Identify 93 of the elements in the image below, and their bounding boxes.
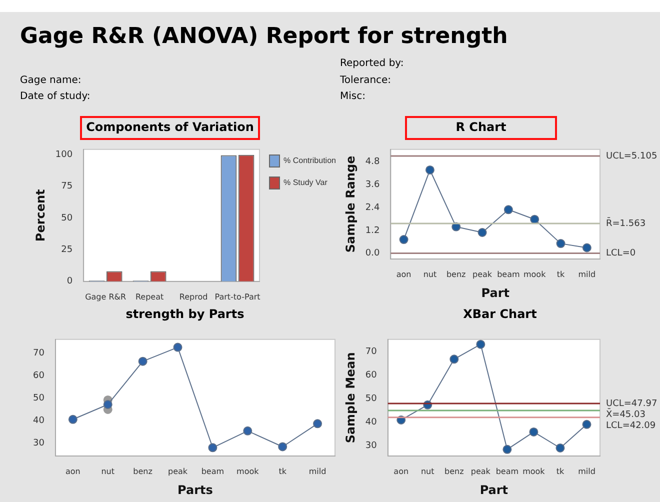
text: Gage R&R (ANOVA) Report for strength: [20, 24, 508, 49]
ref-line-label: LCL=42.09: [606, 420, 656, 431]
text: Date of study:: [20, 91, 90, 102]
point: [478, 228, 487, 238]
y-tick-label: 100: [55, 150, 73, 160]
y-tick-label: 4.8: [365, 157, 380, 168]
x-axis-title: Parts: [178, 482, 213, 497]
x-tick-label: nut: [423, 270, 437, 279]
x-tick-label: Gage R&R: [85, 292, 127, 302]
y-tick-label: 75: [61, 182, 73, 192]
y-tick-label: 0: [66, 276, 73, 287]
x-tick-label: peak: [472, 270, 492, 279]
y-axis-title: Percent: [33, 188, 48, 242]
x-tick-label: aon: [396, 270, 412, 279]
x-axis-title: Part: [480, 482, 508, 497]
y-tick-label: 40: [365, 418, 378, 428]
y-tick-label: 30: [33, 438, 45, 449]
x-tick-label: tk: [556, 270, 566, 279]
x-tick-label: beam: [201, 466, 224, 476]
text: Reported by:: [340, 58, 404, 69]
x-tick-label: tk: [556, 466, 564, 476]
x-tick-label: nut: [420, 466, 434, 476]
chart-title: XBar Chart: [462, 307, 538, 321]
y-tick-label: 70: [33, 348, 45, 358]
x-axis-title: Part: [481, 286, 510, 300]
x-tick-label: nut: [101, 466, 115, 476]
x-tick-label: benz: [133, 466, 152, 476]
text: Misc:: [340, 91, 366, 102]
x-tick-label: Reprod: [179, 292, 208, 302]
point: [68, 414, 78, 424]
y-tick-label: 50: [365, 394, 378, 404]
legend-label: % Contribution: [284, 156, 336, 166]
x-tick-label: mild: [578, 270, 596, 279]
ref-line-label: UCL=47.97: [606, 398, 658, 409]
y-tick-label: 25: [61, 245, 73, 256]
chart-title: strength by Parts: [124, 307, 246, 321]
x-tick-label: peak: [168, 466, 188, 476]
x-tick-label: Part-to-Part: [214, 292, 260, 302]
x-tick-label: tk: [278, 466, 287, 476]
y-tick-label: 70: [365, 346, 378, 357]
chart-title: R Chart: [454, 120, 508, 134]
point: [450, 354, 459, 364]
x-tick-label: benz: [444, 466, 464, 476]
x-tick-label: aon: [394, 466, 409, 476]
ref-line-label: X̄=45.03: [606, 408, 646, 420]
y-tick-label: 1.2: [365, 226, 380, 236]
legend-label: % Study Var: [284, 178, 328, 188]
point: [504, 205, 513, 214]
y-tick-label: 50: [61, 213, 73, 224]
point: [556, 239, 566, 248]
point: [582, 243, 592, 252]
x-tick-label: Repeat: [135, 292, 164, 302]
point: [530, 214, 540, 224]
y-tick-label: 40: [33, 416, 45, 426]
x-tick-label: beam: [497, 270, 520, 279]
y-axis-title: Sample Range: [343, 156, 358, 253]
point: [243, 426, 252, 436]
y-tick-label: 60: [33, 370, 45, 381]
x-tick-label: mild: [308, 466, 326, 476]
y-tick-label: 2.4: [365, 202, 380, 213]
x-tick-label: benz: [446, 270, 466, 279]
chart-title: Components of Variation: [85, 120, 255, 134]
ref-line-label: LCL=0: [606, 248, 636, 259]
point: [103, 400, 112, 409]
point: [173, 342, 182, 352]
point: [138, 356, 148, 366]
x-tick-label: aon: [65, 466, 80, 476]
x-tick-label: beam: [496, 466, 519, 476]
point: [502, 444, 512, 454]
ref-line-label: UCL=5.105: [606, 151, 658, 162]
point: [425, 165, 434, 174]
point: [582, 420, 592, 429]
x-tick-label: mook: [236, 466, 260, 476]
ref-line-label: R̄=1.563: [606, 217, 646, 229]
text: Tolerance:: [340, 75, 392, 86]
y-tick-label: 30: [365, 441, 378, 452]
y-axis-title: Sample Mean: [343, 352, 358, 444]
text: Gage name:: [20, 75, 82, 86]
x-tick-label: mook: [522, 466, 546, 476]
x-tick-label: peak: [470, 466, 491, 476]
y-tick-label: 3.6: [365, 180, 380, 190]
x-tick-label: mild: [578, 466, 596, 476]
point: [399, 235, 408, 244]
x-tick-label: mook: [523, 270, 546, 279]
point: [476, 340, 486, 349]
y-tick-label: 60: [365, 370, 378, 381]
point: [208, 443, 218, 452]
point: [529, 427, 538, 436]
y-tick-label: 0.0: [365, 248, 380, 259]
point: [556, 443, 565, 452]
point: [313, 419, 322, 428]
y-tick-label: 50: [33, 393, 45, 404]
point: [278, 442, 288, 452]
